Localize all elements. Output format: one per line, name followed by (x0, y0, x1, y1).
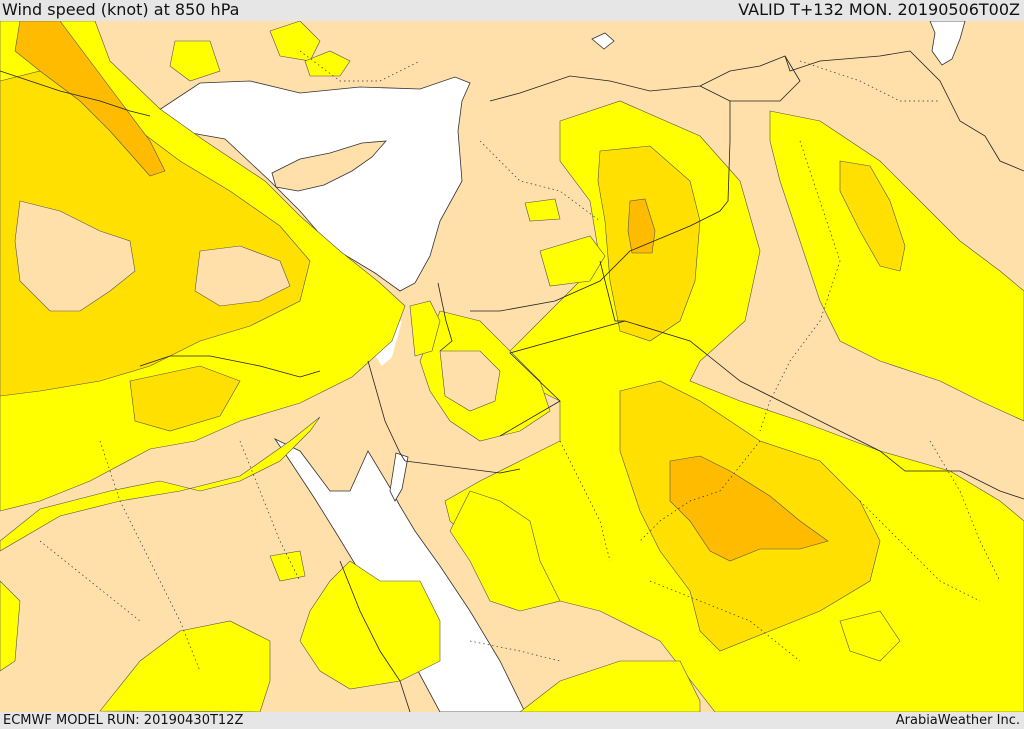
map-footer: ECMWF MODEL RUN: 20190430T12Z ArabiaWeat… (0, 712, 1024, 729)
internal-boundaries (39, 50, 1001, 672)
country-borders (0, 50, 1024, 712)
cyprus (271, 140, 387, 192)
map-title: Wind speed (knot) at 850 hPa (2, 0, 240, 19)
valid-time: VALID T+132 MON. 20190506T00Z (738, 0, 1020, 19)
wind-speed-map (0, 21, 1024, 712)
caspian-sea (929, 21, 966, 66)
map-header: Wind speed (knot) at 850 hPa VALID T+132… (0, 0, 1024, 21)
red-sea (273, 437, 526, 712)
gulf-of-aqaba (389, 452, 409, 502)
credit-text: ArabiaWeather Inc. (895, 713, 1020, 728)
wind-band-gold (0, 70, 906, 652)
model-run: ECMWF MODEL RUN: 20190430T12Z (3, 713, 244, 728)
lake-van (591, 32, 615, 50)
calm-patches (14, 200, 501, 412)
